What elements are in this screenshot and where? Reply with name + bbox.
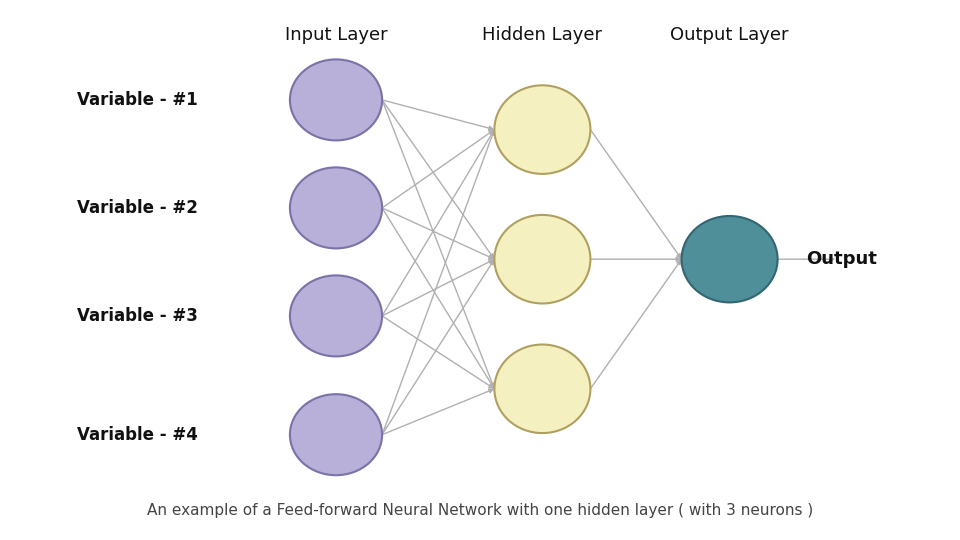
Text: Variable - #1: Variable - #1 [77,91,198,109]
Ellipse shape [290,394,382,475]
Ellipse shape [682,216,778,302]
Ellipse shape [290,167,382,248]
Ellipse shape [290,59,382,140]
Ellipse shape [290,275,382,356]
Text: Output Layer: Output Layer [670,26,789,44]
Ellipse shape [494,85,590,174]
Ellipse shape [494,345,590,433]
Ellipse shape [494,215,590,303]
Text: Variable - #3: Variable - #3 [77,307,198,325]
Text: Input Layer: Input Layer [285,26,387,44]
Text: Variable - #2: Variable - #2 [77,199,198,217]
Text: Output: Output [806,250,877,268]
Text: An example of a Feed-forward Neural Network with one hidden layer ( with 3 neuro: An example of a Feed-forward Neural Netw… [147,503,813,518]
Text: Hidden Layer: Hidden Layer [482,26,603,44]
Text: Variable - #4: Variable - #4 [77,426,198,444]
